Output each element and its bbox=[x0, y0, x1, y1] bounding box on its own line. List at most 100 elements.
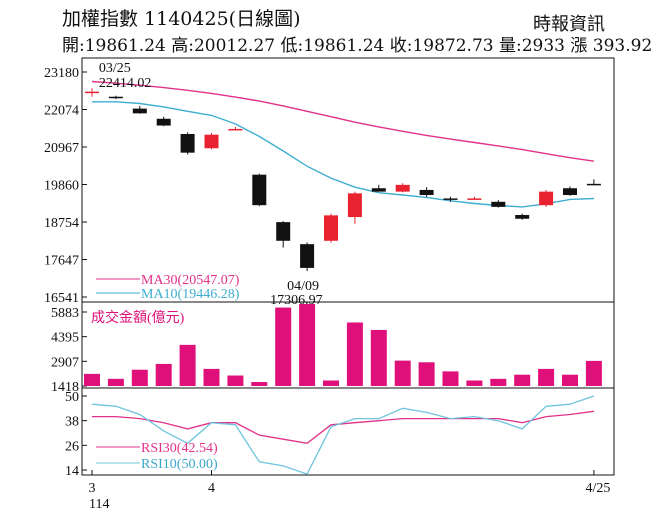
candle bbox=[491, 200, 506, 208]
annotation-date: 04/09 bbox=[287, 279, 319, 294]
y-tick-label: 50 bbox=[65, 390, 79, 405]
y-tick-label: 22074 bbox=[44, 103, 79, 118]
candle bbox=[515, 213, 530, 220]
candle-body bbox=[443, 198, 458, 200]
candle-body bbox=[300, 244, 315, 268]
y-tick-label: 38 bbox=[65, 415, 79, 430]
x-tick-sublabel: 114 bbox=[89, 497, 109, 512]
volume-title: 成交金額(億元) bbox=[91, 309, 185, 326]
x-tick-label: 4 bbox=[208, 481, 215, 496]
volume-bar bbox=[84, 373, 100, 386]
candle bbox=[252, 173, 267, 207]
candle-body bbox=[586, 183, 601, 186]
y-tick-label: 19860 bbox=[44, 179, 79, 194]
volume-bar bbox=[299, 304, 316, 386]
volume-bar bbox=[466, 380, 483, 386]
volume-bar bbox=[131, 369, 148, 386]
volume-bar bbox=[251, 382, 268, 386]
ma10-line bbox=[92, 101, 594, 208]
chart-title: 加權指數 1140425(日線圖) bbox=[62, 8, 301, 30]
annotation-value: 22414.02 bbox=[99, 76, 151, 91]
candle bbox=[156, 116, 171, 127]
candle bbox=[85, 88, 99, 97]
price-panel: 23180 22074 20967 19860 18754 17647 16541 03/25… bbox=[44, 61, 601, 308]
volume-bar bbox=[107, 378, 124, 386]
candle-body bbox=[228, 128, 243, 131]
legend-entry: MA10(19446.28) bbox=[141, 287, 240, 302]
plot-border bbox=[81, 57, 615, 476]
y-tick-label: 16541 bbox=[44, 291, 79, 306]
candle-body bbox=[252, 174, 267, 206]
candle bbox=[443, 196, 458, 202]
rsi30-line bbox=[92, 410, 594, 444]
volume-bar bbox=[514, 374, 531, 386]
candle bbox=[228, 126, 243, 131]
y-tick-label: 17647 bbox=[44, 254, 79, 269]
volume-bar bbox=[323, 380, 339, 386]
y-tick-label: 2907 bbox=[51, 355, 79, 370]
candle-body bbox=[324, 215, 338, 241]
volume-bar bbox=[490, 378, 507, 386]
y-tick-label: 26 bbox=[65, 439, 79, 454]
volume-bar bbox=[370, 329, 387, 386]
volume-bar bbox=[346, 322, 363, 386]
candle-body bbox=[180, 134, 195, 153]
candle bbox=[395, 183, 410, 193]
candle bbox=[204, 133, 219, 150]
candle bbox=[276, 221, 291, 248]
candle-body bbox=[539, 191, 554, 206]
rsi-panel: 50 38 26 14 RSI30(42.54)RSI10(50.00) bbox=[65, 390, 595, 479]
candle bbox=[180, 132, 195, 155]
x-tick-label: 4/25 bbox=[585, 481, 610, 496]
candle bbox=[563, 186, 577, 196]
volume-bar bbox=[275, 307, 292, 386]
volume-bar bbox=[227, 375, 244, 386]
candle-body bbox=[515, 215, 530, 219]
x-tick-label: 3 bbox=[89, 481, 96, 496]
candle-body bbox=[347, 193, 362, 218]
y-tick-label: 18754 bbox=[44, 216, 79, 231]
y-tick-label: 14 bbox=[65, 464, 79, 479]
candle bbox=[132, 105, 147, 114]
legend-entry: RSI10(50.00) bbox=[141, 457, 218, 472]
y-tick-label: 5883 bbox=[51, 306, 79, 321]
candle bbox=[371, 184, 386, 192]
volume-bar bbox=[203, 368, 220, 386]
volume-bar bbox=[394, 360, 411, 386]
candle bbox=[419, 187, 434, 197]
candle bbox=[586, 179, 601, 186]
candle bbox=[347, 191, 362, 224]
rsi10-line bbox=[91, 395, 595, 475]
candle-body bbox=[132, 108, 147, 114]
ma30-line bbox=[91, 80, 595, 162]
candle-body bbox=[85, 91, 99, 94]
volume-bar bbox=[418, 362, 435, 386]
y-tick-label: 4395 bbox=[51, 331, 79, 346]
volume-bar bbox=[585, 360, 602, 386]
candle-body bbox=[156, 118, 171, 126]
candle-body bbox=[467, 198, 482, 200]
candle bbox=[108, 95, 123, 100]
candle-body bbox=[276, 222, 291, 241]
candle-body bbox=[419, 189, 434, 196]
y-tick-label: 23180 bbox=[44, 66, 79, 81]
legend-entry: RSI30(42.54) bbox=[141, 441, 218, 456]
candle-body bbox=[204, 134, 219, 149]
volume-bar bbox=[562, 374, 578, 386]
ohlc-stats: 開:19861.24 高:20012.27 低:19861.24 收:19872… bbox=[62, 36, 653, 56]
candle bbox=[539, 189, 554, 207]
volume-panel: 5883 4395 2907 1418 成交金額(億元) bbox=[51, 304, 602, 395]
candle bbox=[467, 196, 482, 201]
volume-bar bbox=[538, 368, 555, 386]
candle-body bbox=[108, 96, 123, 99]
volume-bar bbox=[442, 371, 459, 386]
y-tick-label: 1418 bbox=[51, 380, 79, 395]
y-tick-label: 20967 bbox=[44, 141, 79, 156]
volume-bar bbox=[155, 363, 172, 386]
volume-bar bbox=[179, 344, 196, 386]
candle bbox=[300, 242, 315, 272]
data-source: 時報資訊 bbox=[533, 14, 605, 35]
annotation-date: 03/25 bbox=[99, 61, 131, 76]
